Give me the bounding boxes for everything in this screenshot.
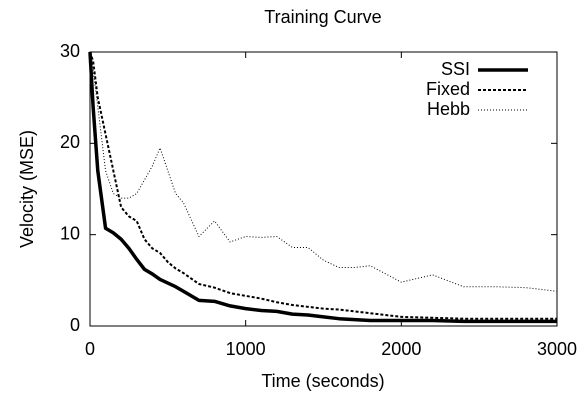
y-tick-label: 30	[60, 41, 80, 61]
y-tick-label: 10	[60, 223, 80, 243]
data-line	[88, 51, 557, 324]
x-tick-label: 1000	[226, 339, 266, 359]
y-axis-label: Velocity (MSE)	[17, 130, 37, 248]
data-line	[89, 51, 558, 292]
x-tick-label: 2000	[381, 339, 421, 359]
legend-label: SSI	[441, 59, 470, 79]
x-tick-label: 3000	[537, 339, 577, 359]
y-tick-label: 0	[70, 315, 80, 335]
legend-label: Hebb	[427, 99, 470, 119]
data-line	[89, 51, 557, 320]
y-tick-label: 20	[60, 132, 80, 152]
plot-frame	[89, 51, 558, 327]
x-tick-label: 0	[85, 339, 95, 359]
chart-title: Training Curve	[264, 7, 381, 27]
legend-label: Fixed	[426, 79, 470, 99]
x-axis-label: Time (seconds)	[261, 371, 384, 391]
